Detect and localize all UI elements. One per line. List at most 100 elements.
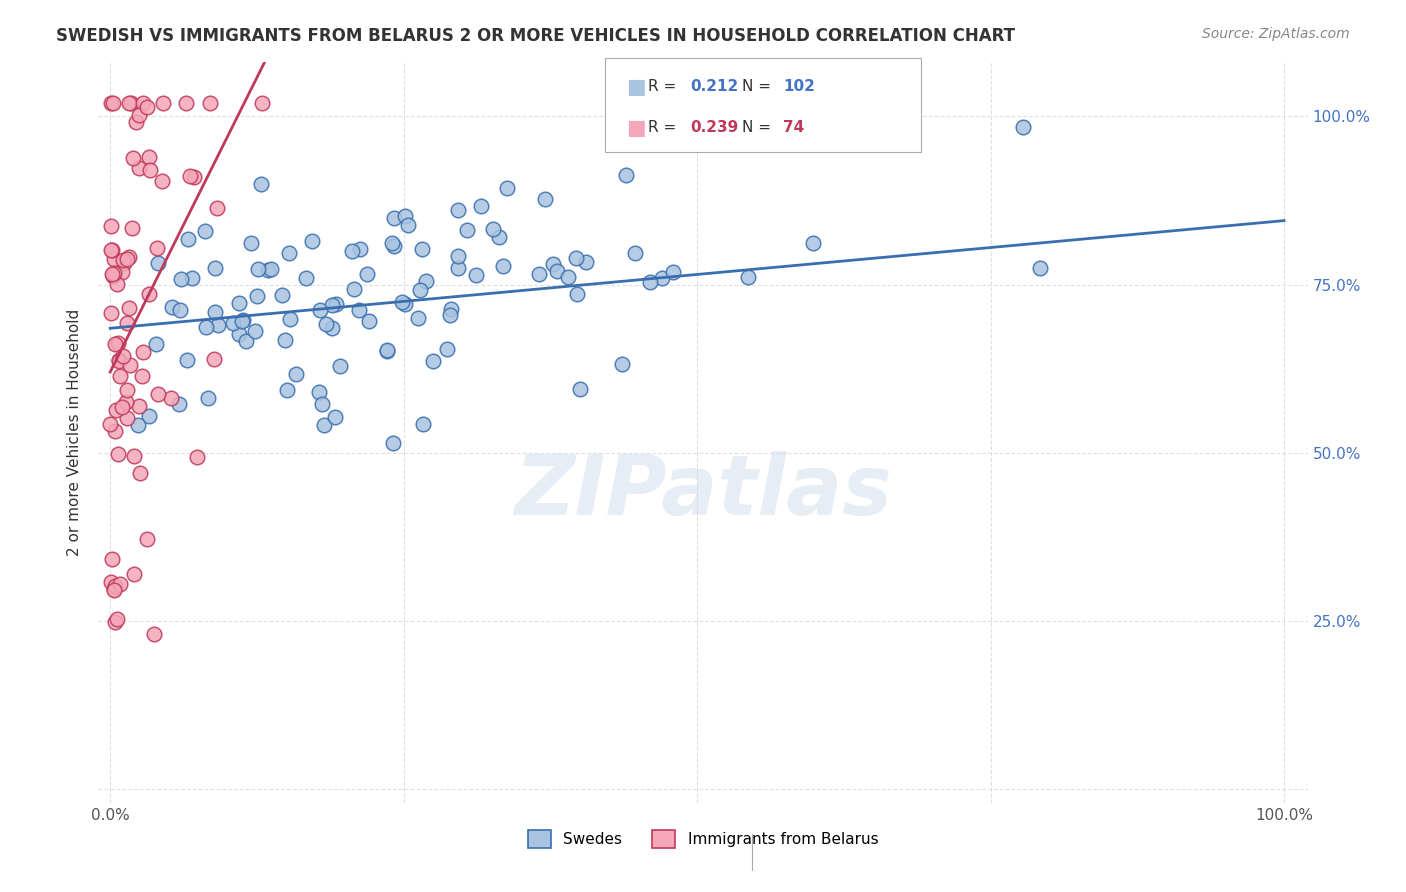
Point: [447, 261, 470, 276]
Point: [235, 334, 257, 348]
Point: [120, 95, 142, 110]
Point: [249, 178, 271, 192]
Point: [565, 287, 588, 301]
Point: [569, 382, 592, 396]
Point: [557, 269, 579, 284]
Point: [207, 318, 229, 332]
Point: [309, 302, 332, 317]
Text: ■: ■: [626, 77, 645, 96]
Point: [160, 300, 183, 314]
Point: [170, 272, 193, 286]
Point: [546, 264, 568, 278]
Point: [100, 244, 122, 258]
Point: [183, 169, 205, 184]
Point: [495, 181, 517, 195]
Point: [375, 343, 398, 358]
Point: [103, 95, 125, 110]
Point: [146, 256, 169, 270]
Point: [148, 387, 170, 401]
Point: [107, 447, 129, 461]
Point: [801, 236, 824, 251]
Point: [122, 449, 145, 463]
Point: [391, 294, 413, 309]
Point: [342, 244, 364, 258]
Point: [456, 222, 478, 236]
Point: [179, 169, 201, 184]
Point: [246, 262, 269, 277]
Point: [447, 202, 470, 217]
Point: [543, 257, 565, 271]
Point: [202, 352, 225, 367]
Point: [205, 201, 228, 215]
Point: [146, 242, 169, 256]
Point: [103, 266, 125, 280]
Point: [132, 344, 155, 359]
Point: [118, 301, 141, 315]
Point: [104, 403, 127, 417]
Point: [181, 271, 204, 285]
Point: [120, 359, 142, 373]
Point: [394, 209, 416, 223]
Point: [100, 306, 122, 320]
Point: [124, 114, 146, 128]
Point: [152, 95, 174, 110]
Point: [492, 259, 515, 273]
Point: [250, 95, 273, 110]
Point: [529, 267, 551, 281]
Point: [315, 317, 337, 331]
Point: [128, 108, 150, 122]
Point: [323, 410, 346, 425]
Point: [243, 324, 266, 338]
Point: [314, 418, 336, 433]
Point: [101, 268, 124, 283]
Point: [105, 277, 128, 291]
Legend: Swedes, Immigrants from Belarus: Swedes, Immigrants from Belarus: [522, 823, 884, 855]
Point: [204, 305, 226, 319]
Point: [301, 234, 323, 248]
Point: [204, 261, 226, 276]
Text: N =: N =: [742, 79, 776, 94]
Point: [246, 289, 269, 303]
Point: [406, 310, 429, 325]
Text: SWEDISH VS IMMIGRANTS FROM BELARUS 2 OR MORE VEHICLES IN HOUSEHOLD CORRELATION C: SWEDISH VS IMMIGRANTS FROM BELARUS 2 OR …: [56, 27, 1015, 45]
Point: [136, 100, 159, 114]
Point: [194, 320, 217, 334]
Point: [111, 401, 134, 415]
Text: 0.239: 0.239: [690, 120, 738, 135]
Point: [564, 251, 586, 265]
Point: [662, 264, 685, 278]
Point: [198, 95, 221, 110]
Point: [411, 242, 433, 256]
Point: [232, 313, 254, 327]
Point: [169, 303, 191, 318]
Point: [174, 95, 197, 110]
Point: [356, 267, 378, 281]
Point: [482, 222, 505, 236]
Text: R =: R =: [648, 79, 682, 94]
Point: [160, 391, 183, 405]
Point: [574, 254, 596, 268]
Point: [167, 397, 190, 411]
Point: [396, 218, 419, 232]
Point: [143, 627, 166, 641]
Point: [228, 326, 250, 341]
Point: [381, 236, 404, 251]
Point: [105, 611, 128, 625]
Point: [186, 450, 208, 464]
Point: [115, 394, 138, 409]
Point: [100, 219, 122, 234]
Point: [136, 532, 159, 546]
Point: [107, 335, 129, 350]
Point: [197, 391, 219, 405]
Point: [278, 311, 301, 326]
Point: [260, 261, 283, 276]
Point: [128, 399, 150, 413]
Point: [112, 253, 135, 268]
Point: [104, 424, 127, 438]
Point: [121, 151, 143, 165]
Point: [308, 384, 330, 399]
Point: [100, 575, 122, 590]
Point: [349, 242, 371, 256]
Point: [447, 249, 470, 263]
Point: [117, 252, 139, 266]
